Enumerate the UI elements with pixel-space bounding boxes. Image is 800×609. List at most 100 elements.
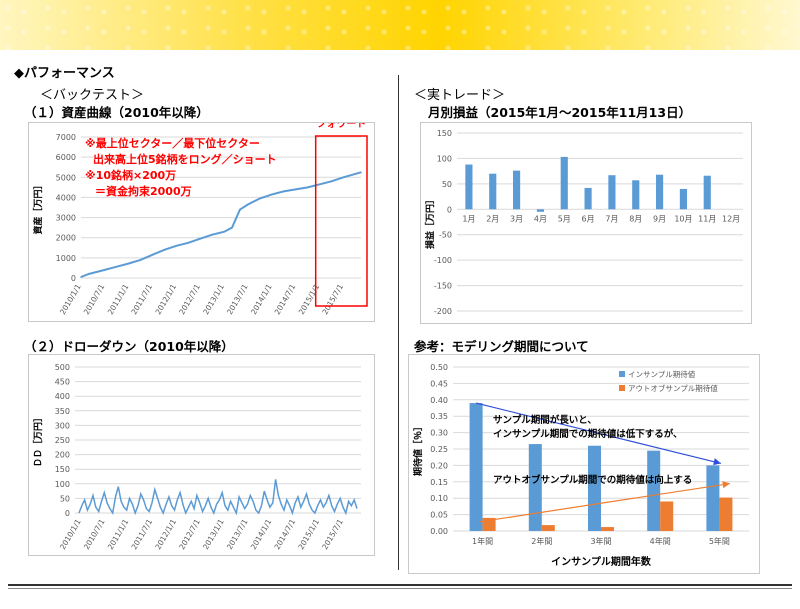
- outsample-bar: [541, 525, 555, 531]
- equity-point: [87, 273, 90, 275]
- equity-point: [127, 262, 130, 265]
- equity-point: [199, 237, 202, 240]
- x-tick-label: 2013/7/1: [225, 517, 250, 551]
- equity-point: [282, 190, 285, 193]
- insample-bar: [588, 445, 601, 531]
- y-axis-label: 損益［万円］: [424, 195, 436, 249]
- modeling-chart-panel: 0.00 0.05 0.10 0.15 0.20 0.25 0.30 0.35 0.40 0.45…: [408, 354, 760, 574]
- y-tick-label: -50: [439, 231, 452, 240]
- equity-point: [80, 276, 82, 278]
- real-trade-heading: ＜実トレード＞: [414, 88, 506, 103]
- insample-bar: [528, 444, 542, 531]
- equity-point: [175, 244, 178, 247]
- annotation-text: ＝資金拘束2000万: [95, 184, 192, 198]
- footer-rule: [8, 584, 792, 586]
- x-tick-label: 4年間: [650, 536, 671, 546]
- annotation-text: 出来高上位5銘柄をロング／ショート: [93, 152, 277, 166]
- banner-texture: [0, 0, 800, 50]
- annotation-text: サンプル期間が長いと、: [493, 414, 597, 426]
- outsample-bar: [719, 497, 733, 531]
- y-tick-label: 0.35: [430, 412, 448, 421]
- forward-box: [314, 135, 368, 307]
- annotation-text: ※10銘柄×200万: [85, 168, 176, 182]
- pnl-bar: [584, 187, 592, 210]
- equity-point: [187, 241, 190, 244]
- x-tick-label: 2013/1/1: [201, 282, 226, 316]
- pnl-bar: [489, 173, 497, 210]
- y-tick-label: 150: [437, 129, 452, 138]
- x-tick-label: 11月: [698, 214, 716, 223]
- x-tick-label: 2015/1/1: [297, 282, 322, 316]
- y-tick-label: 0.45: [430, 379, 448, 388]
- pnl-bar: [679, 188, 687, 210]
- header-banner: [0, 0, 800, 50]
- x-tick-label: 2015/7/1: [320, 282, 345, 316]
- insample-bar: [647, 450, 661, 531]
- y-tick-label: -200: [434, 307, 452, 316]
- x-tick-label: 1年間: [472, 536, 493, 546]
- x-tick-label: 12月: [722, 214, 740, 223]
- x-tick-label: 2012/1/1: [153, 517, 178, 551]
- drawdown-line: [78, 479, 358, 516]
- x-tick-label: 3年間: [590, 536, 611, 546]
- y-tick-label: 0.15: [430, 478, 448, 487]
- y-axis-label: 資産［万円］: [32, 180, 44, 234]
- equity-point: [342, 176, 345, 179]
- outsample-bar: [660, 501, 674, 531]
- x-axis-label: インサンプル期間年数: [551, 555, 652, 568]
- insample-trend-arrow: [475, 402, 722, 466]
- x-tick-label: 2014/7/1: [273, 282, 298, 316]
- x-tick-label: 6月: [582, 214, 595, 223]
- y-tick-label: 3000: [56, 214, 76, 223]
- x-tick-label: 2月: [486, 214, 499, 223]
- y-tick-label: 0.25: [430, 445, 448, 454]
- x-tick-label: 10月: [674, 214, 692, 223]
- y-tick-label: 50: [60, 494, 70, 503]
- legend-label: インサンプル期待値: [628, 369, 696, 379]
- annotation-text: インサンプル期間での期待値は低下するが、: [493, 428, 683, 440]
- x-tick-label: 2012/7/1: [177, 282, 202, 316]
- equity-point: [330, 180, 333, 183]
- y-tick-label: 0.05: [430, 511, 448, 520]
- x-tick-label: 2014/1/1: [249, 282, 274, 316]
- y-tick-label: 400: [55, 392, 70, 401]
- equity-point: [151, 254, 154, 256]
- pnl-bar: [513, 170, 521, 210]
- y-tick-label: 350: [55, 407, 70, 416]
- x-tick-label: 7月: [605, 214, 618, 223]
- y-tick-label: 0.30: [430, 429, 448, 438]
- y-tick-label: 300: [55, 421, 70, 430]
- equity-chart-panel: 0 1000 2000 3000 4000 5000 6000 7000 2010/1/1 201…: [28, 118, 375, 322]
- y-tick-label: -150: [434, 282, 452, 291]
- insample-bar: [706, 465, 720, 531]
- legend-label: アウトオブサンプル期待値: [628, 383, 718, 393]
- x-tick-label: 2011/1/1: [106, 517, 131, 551]
- x-tick-label: 2010/7/1: [82, 282, 107, 316]
- equity-point: [306, 186, 309, 189]
- x-tick-label: 2015/1/1: [296, 517, 321, 551]
- pnl-bar: [632, 180, 640, 210]
- x-tick-label: 2015/7/1: [320, 517, 345, 551]
- x-tick-label: 5月: [558, 214, 571, 223]
- x-tick-label: 2012/1/1: [154, 282, 179, 316]
- x-tick-label: 2012/7/1: [177, 517, 202, 551]
- forward-label: フォワード: [316, 123, 366, 130]
- x-tick-label: 2014/1/1: [249, 517, 274, 551]
- pnl-bar: [560, 156, 568, 210]
- equity-point: [239, 208, 241, 211]
- y-tick-label: 200: [55, 451, 70, 460]
- y-tick-label: 5000: [56, 173, 76, 182]
- x-tick-label: 5年間: [709, 536, 730, 546]
- y-tick-label: 0.00: [430, 527, 448, 536]
- x-tick-label: 2011/1/1: [106, 282, 131, 316]
- equity-point: [223, 230, 226, 233]
- equity-point: [247, 203, 249, 206]
- section-title: ◆パフォーマンス: [14, 66, 115, 81]
- x-tick-label: 8月: [629, 214, 642, 223]
- y-tick-label: 0.20: [430, 461, 448, 470]
- annotation-text: ※最上位セクター／最下位セクター: [85, 136, 260, 150]
- x-tick-label: 2011/7/1: [130, 517, 155, 551]
- pnl-bar: [608, 175, 616, 210]
- annotation-text: アウトオブサンプル期間での期待値は向上する: [493, 474, 692, 486]
- insample-bar: [469, 403, 483, 531]
